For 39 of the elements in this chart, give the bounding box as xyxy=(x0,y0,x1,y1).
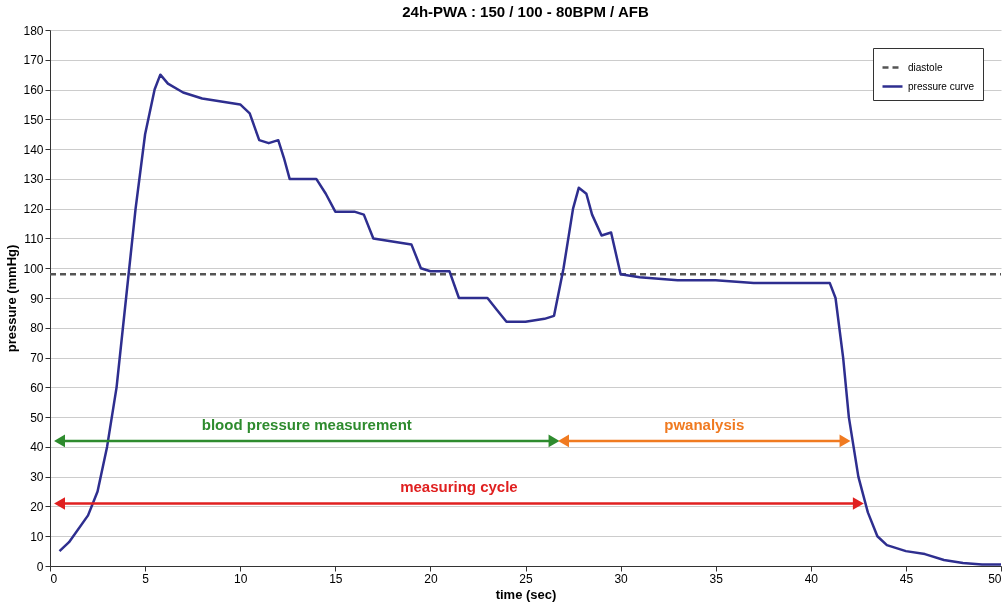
y-tick-label: 130 xyxy=(23,172,44,187)
x-tick-label: 25 xyxy=(519,571,533,586)
x-tick-label: 0 xyxy=(50,571,58,586)
x-tick-label: 5 xyxy=(142,571,150,586)
y-tick-label: 100 xyxy=(23,261,44,276)
legend-label: diastole xyxy=(908,61,943,73)
y-tick-label: 180 xyxy=(23,23,44,38)
x-tick-label: 40 xyxy=(804,571,819,586)
y-tick-label: 70 xyxy=(30,351,44,366)
line-series xyxy=(58,73,1003,566)
y-tick-label: 80 xyxy=(30,321,44,336)
x-tick-label: 20 xyxy=(424,571,438,586)
x-tick-label: 30 xyxy=(614,571,629,586)
y-tick-label: 50 xyxy=(30,410,44,425)
annotation: pwanalysis xyxy=(664,415,745,433)
chart-title: 24h-PWA : 150 / 100 - 80BPM / AFB xyxy=(402,3,649,20)
y-axis-title: pressure (mmHg) xyxy=(4,244,20,353)
y-tick-label: 60 xyxy=(30,380,44,395)
y-tick-label: 20 xyxy=(30,499,44,514)
annotation: blood pressure measurement xyxy=(201,415,412,433)
y-tick-label: 110 xyxy=(24,231,44,246)
y-tick-label: 120 xyxy=(23,202,44,217)
y-tick-label: 30 xyxy=(30,470,44,485)
x-axis-title: time (sec) xyxy=(495,586,557,602)
y-tick-label: 170 xyxy=(23,53,44,68)
x-tick-label: 10 xyxy=(234,571,248,586)
y-tick-label: 150 xyxy=(23,112,44,127)
x-tick-label: 50 xyxy=(988,571,1002,586)
y-tick-label: 140 xyxy=(23,142,44,157)
y-tick-label: 0 xyxy=(36,559,44,574)
y-tick-label: 160 xyxy=(23,83,44,98)
legend-label: pressure curve xyxy=(908,80,975,92)
y-tick-label: 90 xyxy=(30,291,44,306)
x-tick-label: 35 xyxy=(709,571,724,586)
annotation: measuring cycle xyxy=(400,478,518,496)
y-tick-label: 10 xyxy=(30,529,44,544)
x-tick-label: 15 xyxy=(329,571,343,586)
x-tick-label: 45 xyxy=(899,571,914,586)
y-tick-label: 40 xyxy=(30,440,44,455)
